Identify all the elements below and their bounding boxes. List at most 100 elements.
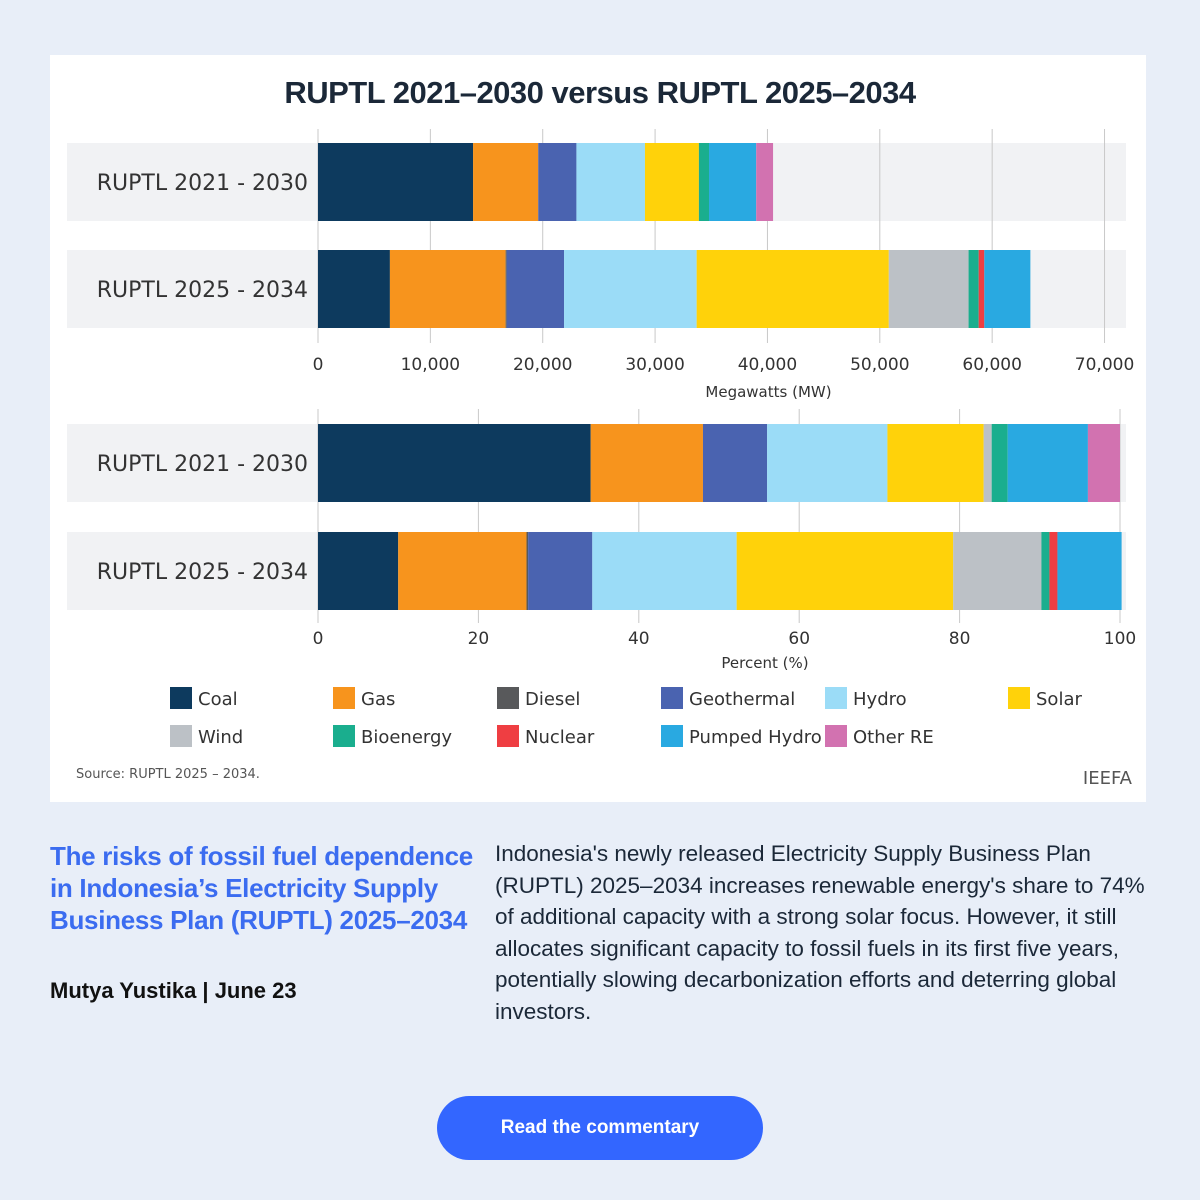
bar-segment-coal [318,250,390,328]
read-commentary-button[interactable]: Read the commentary [437,1096,763,1160]
bar-segment-wind [953,532,1042,610]
bar-segment-gas [398,532,527,610]
legend-swatch [661,687,683,709]
legend-label: Bioenergy [361,727,452,748]
legend-swatch [333,725,355,747]
category-label: RUPTL 2021 - 2030 [97,452,308,477]
bar-segment-bioenergy [1041,532,1050,610]
chart-title: RUPTL 2021–2030 versus RUPTL 2025–2034 [284,75,917,110]
capacity-mw-chart: RUPTL 2021 - 2030 RUPTL 2025 - 2034 0 10,00… [67,129,1134,401]
x-tick-label: 100 [1104,629,1136,649]
legend-swatch [661,725,683,747]
legend-swatch [825,725,847,747]
x-tick-label: 50,000 [850,355,909,375]
bar-segment-solar [736,532,954,610]
chart-card: RUPTL 2021–2030 versus RUPTL 2025–2034 R… [50,55,1146,802]
x-tick-label: 20 [468,629,490,649]
bar-segment-hydro [576,143,645,221]
legend-swatch [1008,687,1030,709]
bar-segment-pumped-hydro [1057,532,1122,610]
bar-segment-other-re [756,143,774,221]
category-label: RUPTL 2025 - 2034 [97,278,308,303]
bar-segment-hydro [592,532,737,610]
bar-segment-gas [590,424,703,502]
x-tick-label: 70,000 [1075,355,1134,375]
article-description: Indonesia's newly released Electricity S… [495,841,1145,1024]
legend-item-other-re: Other RE [825,725,934,748]
bar-segment-solar [644,143,699,221]
x-tick-label: 40 [628,629,650,649]
legend-item-bioenergy: Bioenergy [333,725,452,748]
legend-swatch [333,687,355,709]
x-tick-label: 0 [313,355,324,375]
bar-segment-geothermal [538,143,577,221]
legend-swatch [825,687,847,709]
bar-segment-coal [318,532,399,610]
legend-label: Gas [361,689,395,710]
bar-segment-nuclear [978,250,985,328]
legend-item-solar: Solar [1008,687,1082,710]
bar-segment-pumped-hydro [709,143,757,221]
legend-label: Nuclear [525,727,595,748]
bar-segment-bioenergy [968,250,979,328]
legend-label: Diesel [525,689,580,710]
x-axis-title: Percent (%) [721,654,808,672]
legend-label: Pumped Hydro [689,727,822,748]
bar-segment-wind [888,250,969,328]
bar-segment-pumped-hydro [1007,424,1088,502]
bar-segment-coal [318,143,474,221]
legend-label: Coal [198,689,238,710]
bar-segment-bioenergy [991,424,1008,502]
share-percent-chart: RUPTL 2021 - 2030 RUPTL 2025 - 2034 0 20 40 6… [67,409,1136,672]
legend-label: Hydro [853,689,907,710]
legend-item-coal: Coal [170,687,238,710]
legend-item-hydro: Hydro [825,687,907,710]
legend-swatch [170,725,192,747]
article-byline: Mutya Yustika | June 23 [50,978,297,1003]
bar-segment-solar [887,424,984,502]
legend-swatch [170,687,192,709]
bar-segment-hydro [564,250,697,328]
legend-item-nuclear: Nuclear [497,725,595,748]
bar-segment-nuclear [1049,532,1058,610]
bar-segment-hydro [767,424,888,502]
bar-segment-geothermal [506,250,565,328]
x-tick-label: 10,000 [401,355,460,375]
x-tick-label: 0 [313,629,324,649]
chart-legend: Coal Gas Diesel Geothermal Hydro Solar Wind Bio… [170,687,1082,748]
bar-segment-geothermal [528,532,593,610]
legend-item-diesel: Diesel [497,687,580,710]
legend-label: Geothermal [689,689,795,710]
x-tick-label: 20,000 [513,355,572,375]
x-tick-label: 60,000 [962,355,1021,375]
category-label: RUPTL 2025 - 2034 [97,560,308,585]
bar-segment-other-re [1087,424,1120,502]
x-axis-title: Megawatts (MW) [705,383,831,401]
legend-label: Other RE [853,727,934,748]
chart-source: Source: RUPTL 2025 – 2034. [76,767,260,782]
legend-item-wind: Wind [170,725,243,748]
bar-segment-pumped-hydro [984,250,1031,328]
chart-figure: RUPTL 2021–2030 versus RUPTL 2025–2034 R… [67,75,1136,789]
x-tick-label: 40,000 [738,355,797,375]
legend-item-pumped-hydro: Pumped Hydro [661,725,822,748]
x-tick-label: 80 [949,629,971,649]
bar-segment-gas [473,143,539,221]
bar-segment-gas [389,250,506,328]
legend-item-geothermal: Geothermal [661,687,795,710]
bar-segment-coal [318,424,591,502]
bar-segment-diesel [526,532,529,610]
article-headline: The risks of fossil fuel dependence in I… [50,841,473,935]
legend-swatch [497,687,519,709]
bar-segment-solar [696,250,889,328]
legend-item-gas: Gas [333,687,395,710]
legend-swatch [497,725,519,747]
category-label: RUPTL 2021 - 2030 [97,171,308,196]
brand-label: IEEFA [1083,768,1133,789]
legend-label: Solar [1036,689,1082,710]
bar-segment-bioenergy [698,143,710,221]
x-tick-label: 30,000 [625,355,684,375]
legend-label: Wind [198,727,243,748]
bar-segment-wind [983,424,992,502]
bar-segment-diesel [505,250,507,328]
